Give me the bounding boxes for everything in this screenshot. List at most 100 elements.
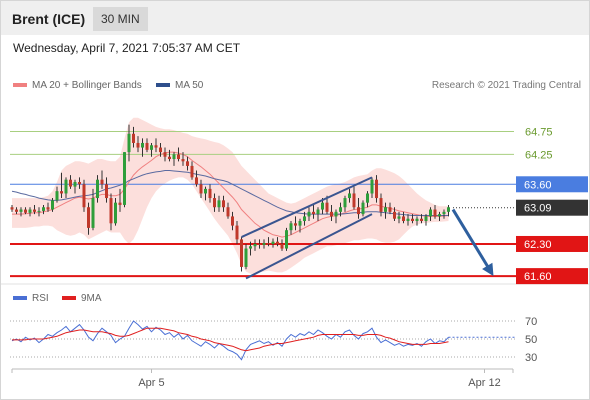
candle-body bbox=[339, 207, 342, 212]
level-label-62.30: 62.30 bbox=[524, 239, 552, 251]
ma20-legend-label: MA 20 + Bollinger Bands bbox=[32, 80, 142, 91]
candle-body bbox=[37, 210, 41, 212]
candle-body bbox=[393, 211, 396, 219]
candle-body bbox=[177, 154, 180, 160]
candle-body bbox=[384, 207, 387, 212]
level-box-61.60 bbox=[516, 268, 588, 285]
candle-body bbox=[96, 179, 99, 199]
candle-body bbox=[231, 216, 234, 226]
level-box-63.09 bbox=[516, 199, 588, 216]
candle-body bbox=[294, 223, 297, 226]
candle-body bbox=[285, 230, 288, 249]
candle-body bbox=[249, 246, 252, 249]
candle-body bbox=[420, 218, 423, 222]
candle-body bbox=[361, 202, 365, 215]
candle-body bbox=[127, 133, 131, 153]
candle-body bbox=[19, 209, 23, 212]
candle-body bbox=[253, 243, 257, 247]
candle-body bbox=[366, 193, 369, 203]
candle-body bbox=[10, 207, 14, 210]
ma9-swatch bbox=[62, 296, 76, 301]
candle-body bbox=[429, 209, 432, 217]
candle-body bbox=[298, 221, 302, 226]
candle-body bbox=[226, 207, 230, 217]
legend-rsi: RSI bbox=[13, 293, 49, 304]
candle-body bbox=[186, 161, 189, 166]
candle-body bbox=[60, 191, 63, 194]
rsi-series-rsi bbox=[11, 320, 449, 361]
candle-body bbox=[136, 142, 140, 148]
candles bbox=[10, 124, 450, 272]
candle-body bbox=[411, 218, 414, 222]
candle-body bbox=[118, 202, 122, 205]
candle-body bbox=[51, 200, 54, 210]
level-label-64.25: 64.25 bbox=[525, 149, 553, 161]
candle-body bbox=[370, 179, 374, 194]
candle-body bbox=[312, 211, 315, 215]
candle-body bbox=[348, 193, 351, 199]
candle-body bbox=[208, 188, 212, 199]
chart-date: Wednesday, April 7, 2021 7:05:37 AM CET bbox=[13, 41, 241, 55]
candle-body bbox=[55, 191, 59, 201]
channel-lower-line bbox=[245, 213, 373, 280]
candle-body bbox=[159, 147, 162, 153]
candle-body bbox=[172, 154, 176, 160]
candle-body bbox=[145, 142, 149, 150]
candle-body bbox=[195, 177, 198, 185]
rsi-series-9ma bbox=[12, 327, 449, 352]
candle-body bbox=[123, 152, 126, 205]
candle-body bbox=[388, 207, 392, 212]
candle-body bbox=[280, 243, 284, 249]
candle-body bbox=[78, 181, 81, 185]
candle-body bbox=[442, 211, 446, 215]
candle-body bbox=[321, 202, 324, 210]
candle-body bbox=[303, 216, 306, 222]
candle-body bbox=[244, 248, 248, 267]
candle-body bbox=[199, 184, 203, 194]
candle-body bbox=[64, 179, 68, 194]
candle-body bbox=[330, 211, 333, 217]
ma50-legend-label: MA 50 bbox=[175, 80, 204, 91]
candle-body bbox=[276, 241, 279, 244]
credit-text: Research © 2021 Trading Central bbox=[431, 80, 581, 91]
candle-body bbox=[73, 181, 77, 187]
candle-body bbox=[316, 209, 320, 215]
candle-body bbox=[357, 207, 360, 215]
candle-body bbox=[15, 209, 18, 212]
forecast-arrow-head bbox=[482, 262, 494, 277]
timeframe-button[interactable]: 30 MIN bbox=[93, 7, 148, 31]
rsi-tick-70: 70 bbox=[525, 316, 537, 328]
candle-body bbox=[204, 188, 207, 194]
legend-9ma: 9MA bbox=[62, 293, 102, 304]
level-label-61.60: 61.60 bbox=[524, 271, 552, 283]
candle-body bbox=[213, 198, 216, 208]
candle-body bbox=[28, 209, 32, 213]
candle-body bbox=[154, 145, 158, 148]
candle-body bbox=[258, 243, 261, 245]
candle-body bbox=[82, 184, 86, 208]
candle-body bbox=[438, 214, 441, 217]
ma9-legend-label: 9MA bbox=[81, 293, 102, 304]
candle-body bbox=[69, 179, 72, 187]
candle-body bbox=[163, 152, 167, 157]
candle-body bbox=[105, 184, 108, 199]
candle-body bbox=[141, 142, 144, 148]
instrument-title: Brent (ICE) bbox=[12, 11, 86, 27]
candle-body bbox=[33, 209, 36, 212]
candle-body bbox=[222, 200, 225, 208]
chart-header: Brent (ICE) 30 MIN bbox=[1, 1, 589, 35]
ma50-swatch bbox=[156, 83, 170, 88]
candle-body bbox=[406, 218, 410, 222]
candle-body bbox=[109, 198, 113, 224]
candle-body bbox=[150, 145, 153, 150]
candle-body bbox=[87, 207, 90, 228]
candle-body bbox=[91, 198, 95, 228]
level-box-62.30 bbox=[516, 235, 588, 252]
rsi-tick-30: 30 bbox=[525, 352, 537, 364]
candle-body bbox=[307, 211, 311, 217]
candle-body bbox=[271, 241, 275, 244]
candle-body bbox=[262, 243, 266, 245]
candle-body bbox=[235, 225, 239, 240]
candle-body bbox=[334, 211, 338, 217]
